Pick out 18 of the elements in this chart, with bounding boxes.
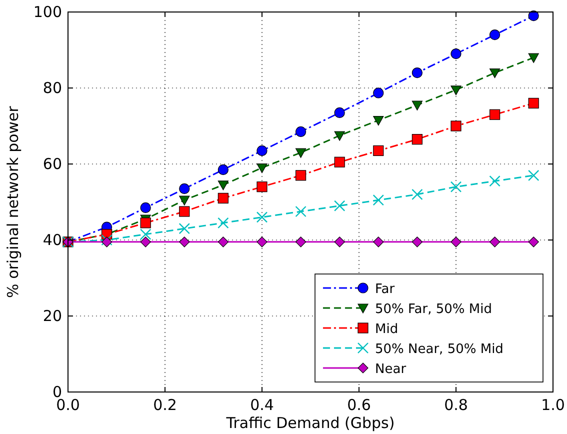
y-tick-label: 20: [42, 307, 62, 325]
legend-label: Near: [375, 362, 407, 377]
y-tick-label: 40: [42, 231, 62, 249]
x-tick-label: 1.0: [541, 396, 565, 414]
y-axis-title: % original network power: [4, 105, 22, 298]
legend-label: Mid: [375, 322, 398, 337]
y-tick-label: 100: [33, 3, 62, 21]
x-tick-label: 0.6: [347, 396, 371, 414]
x-tick-label: 0.2: [153, 396, 177, 414]
x-tick-label: 0.8: [444, 396, 468, 414]
y-tick-label: 60: [42, 155, 62, 173]
y-tick-label: 80: [42, 79, 62, 97]
x-axis-title: Traffic Demand (Gbps): [225, 414, 395, 432]
x-tick-label: 0.4: [250, 396, 274, 414]
legend-label: Far: [375, 282, 396, 297]
legend-label: 50% Far, 50% Mid: [375, 302, 492, 317]
x-tick-label: 0.0: [56, 396, 80, 414]
legend-label: 50% Near, 50% Mid: [375, 342, 504, 357]
